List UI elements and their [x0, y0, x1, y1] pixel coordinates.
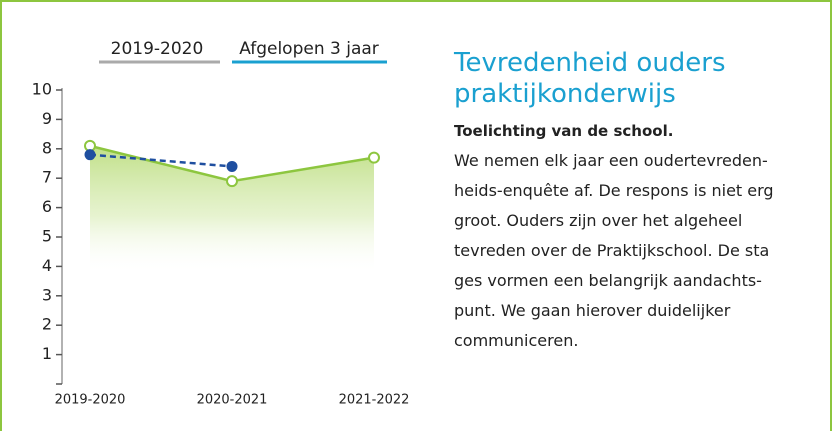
area — [90, 145, 374, 274]
y-tick-label: 9 — [42, 109, 52, 128]
text-line: punt. We gaan hierover duidelijker — [454, 301, 731, 320]
panel: Tevredenheid ouders praktijkonderwijs To… — [454, 48, 830, 356]
y-tick-label: 1 — [42, 344, 52, 363]
x-tick-label: 2020-2021 — [197, 393, 268, 408]
text-line: groot. Ouders zijn over het algeheel — [454, 211, 743, 230]
y-tick-label: 5 — [42, 227, 52, 246]
line — [89, 153, 233, 168]
tab[interactable]: Afgelopen 3 jaar — [239, 39, 379, 59]
text-line: heids-enquête af. De respons is niet erg — [454, 181, 774, 200]
point — [226, 175, 238, 188]
y-tick-label: 10 — [32, 80, 52, 99]
point — [368, 151, 380, 164]
y-tick-label: 2 — [42, 315, 52, 334]
y-tick-label: 3 — [42, 285, 52, 304]
panel-text: We nemen elk jaar een oudertevreden-heid… — [454, 146, 830, 356]
x-tick-label: 2021-2022 — [339, 393, 410, 408]
point — [226, 160, 238, 172]
text-line: ges vormen een belangrijk aandachts- — [454, 271, 762, 290]
panel-title: Tevredenheid ouders praktijkonderwijs — [454, 48, 726, 109]
y-tick-label: 4 — [42, 256, 52, 275]
y-tick-label: 8 — [42, 138, 52, 157]
x-tick-label: 2019-2020 — [55, 393, 126, 408]
text-line: communiceren. — [454, 331, 579, 350]
point — [84, 149, 96, 161]
chart: 2019-2020 Afgelopen 3 jaar 1 2 3 4 5 6 7 8 9 10 20… — [32, 39, 410, 408]
panel-subtitle: Toelichting van de school. — [454, 122, 674, 140]
y-tick-label: 7 — [42, 168, 52, 187]
y-tick-label: 6 — [42, 197, 52, 216]
text-line: tevreden over de Praktijkschool. De sta — [454, 241, 770, 260]
text-line: We nemen elk jaar een oudertevreden- — [454, 151, 768, 170]
tab[interactable]: 2019-2020 — [111, 39, 204, 59]
